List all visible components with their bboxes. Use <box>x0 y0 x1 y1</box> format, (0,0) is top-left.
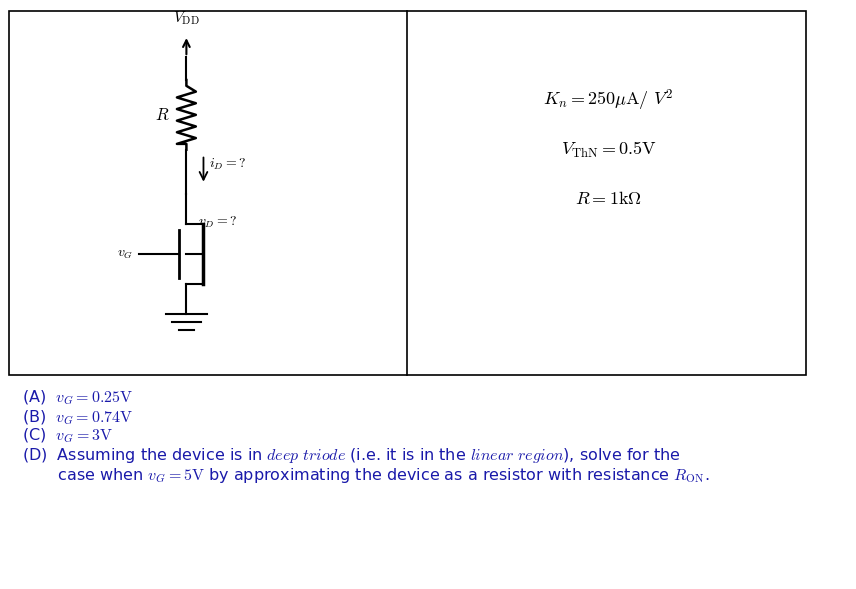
Text: (A)  $v_G = 0.25\mathrm{V}$: (A) $v_G = 0.25\mathrm{V}$ <box>22 388 134 407</box>
Text: (B)  $v_G = 0.74\mathrm{V}$: (B) $v_G = 0.74\mathrm{V}$ <box>22 408 134 426</box>
Text: $K_n = 250\mu\mathrm{A}/\ V^2$: $K_n = 250\mu\mathrm{A}/\ V^2$ <box>544 87 674 112</box>
Text: $i_D =?$: $i_D =?$ <box>209 157 247 173</box>
Text: $V_{\mathrm{DD}}$: $V_{\mathrm{DD}}$ <box>173 9 199 27</box>
Text: $v_D =?$: $v_D =?$ <box>198 214 237 230</box>
Text: case when $v_G = 5\mathrm{V}$ by approximating the device as a resistor with res: case when $v_G = 5\mathrm{V}$ by approxi… <box>22 466 710 485</box>
Text: $R$: $R$ <box>155 106 169 124</box>
Text: $R = 1\mathrm{k}\Omega$: $R = 1\mathrm{k}\Omega$ <box>575 190 642 209</box>
Text: $V_{\mathrm{ThN}} = 0.5\mathrm{V}$: $V_{\mathrm{ThN}} = 0.5\mathrm{V}$ <box>561 140 657 160</box>
Text: (C)  $v_G = 3\mathrm{V}$: (C) $v_G = 3\mathrm{V}$ <box>22 426 113 445</box>
Bar <box>9 11 806 375</box>
Text: $v_G$: $v_G$ <box>117 247 134 261</box>
Text: (D)  Assuming the device is in $\mathit{deep\ triode}$ (i.e. it is in the $\math: (D) Assuming the device is in $\mathit{d… <box>22 446 681 465</box>
